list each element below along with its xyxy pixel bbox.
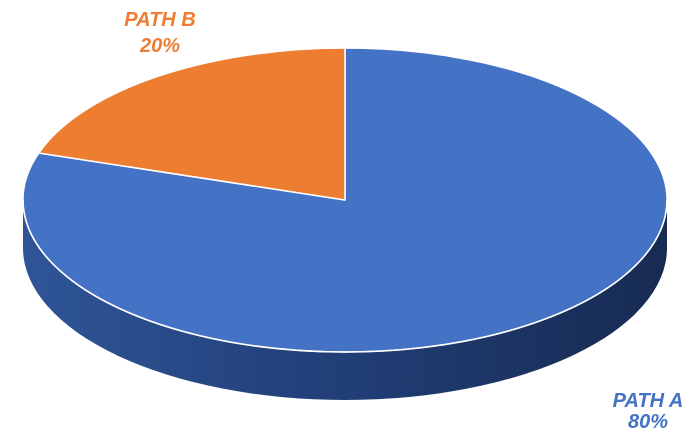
data-label-path-a-name: PATH A bbox=[613, 390, 684, 412]
data-label-path-b-name: PATH B bbox=[124, 9, 195, 31]
pie-rim-edge bbox=[22, 199, 668, 353]
data-label-path-b-value: 20% bbox=[139, 35, 180, 57]
pie-side-path-a bbox=[23, 200, 667, 400]
data-label-path-a-value: 80% bbox=[628, 411, 668, 429]
pie-slice-path-b bbox=[38, 47, 346, 201]
